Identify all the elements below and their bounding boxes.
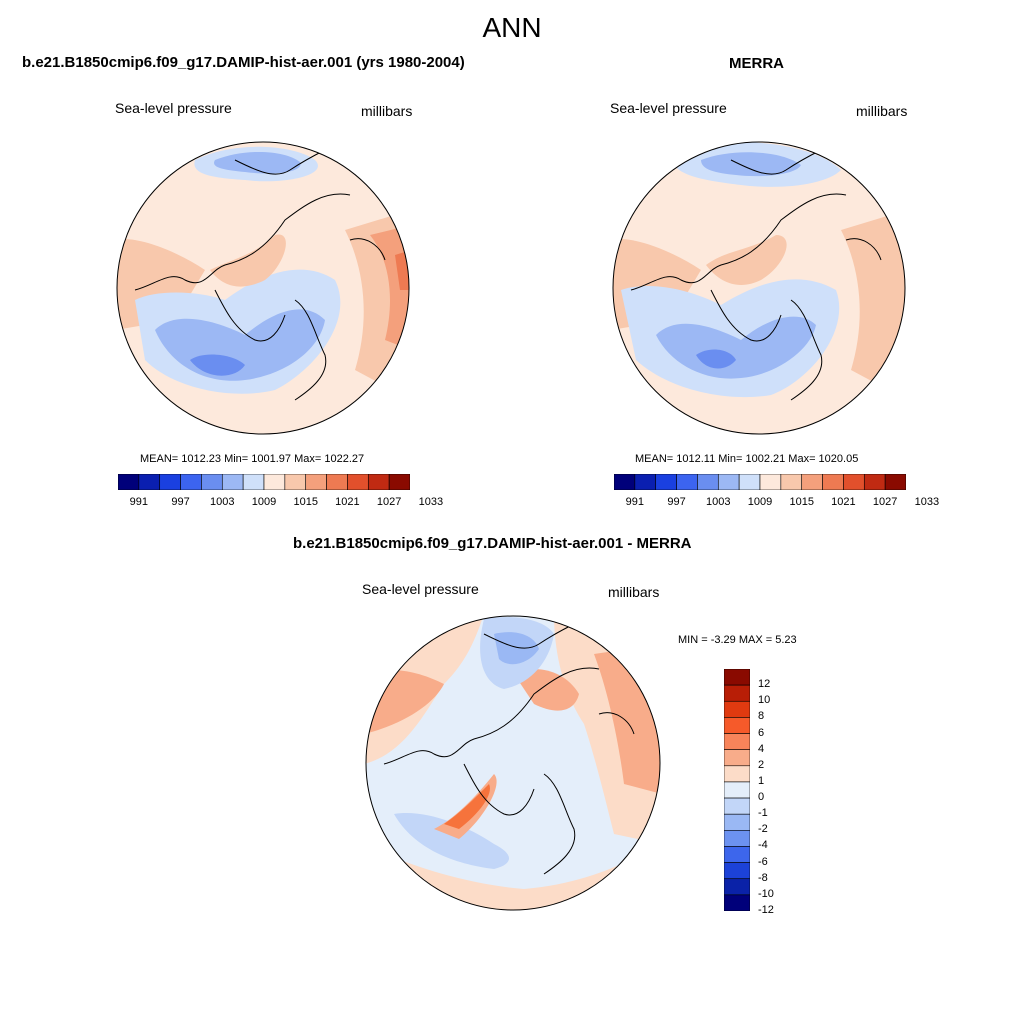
colorbar-swatch	[284, 474, 307, 490]
colorbar-tick-label: 1033	[914, 496, 940, 508]
colorbar-swatch	[717, 474, 740, 490]
colorbar-swatch	[724, 894, 750, 911]
colorbar-tick-label: 1021	[831, 496, 856, 508]
colorbar-tick-label: 1009	[251, 496, 277, 508]
colorbar-swatch	[822, 474, 844, 490]
colorbar-swatch	[388, 474, 410, 490]
colorbar-tick-label: 1009	[747, 496, 773, 508]
panel3-units-label: millibars	[608, 584, 660, 600]
colorbar-swatch	[138, 474, 161, 490]
colorbar-swatch	[326, 474, 348, 490]
colorbar-tick-label: 1027	[376, 496, 402, 508]
panel2-stats: MEAN= 1012.11 Min= 1002.21 Max= 1020.05	[635, 453, 859, 465]
colorbar-swatch	[634, 474, 657, 490]
colorbar-swatch	[843, 474, 865, 490]
colorbar-tick-label: 1021	[335, 496, 360, 508]
colorbar-swatch	[724, 669, 750, 686]
colorbar-tick-label: 1	[758, 774, 765, 787]
panel2-map	[612, 141, 906, 435]
panel2-units-label: millibars	[856, 103, 908, 119]
colorbar-tick-label: 8	[758, 710, 765, 723]
colorbar-tick-label: -4	[758, 839, 768, 852]
colorbar-swatch	[697, 474, 719, 490]
colorbar-swatch	[180, 474, 202, 490]
figure-title: ANN	[482, 12, 542, 43]
panel3-stats: MIN = -3.29 MAX = 5.23	[678, 634, 797, 646]
colorbar-tick-label: 2	[758, 758, 765, 771]
colorbar-tick-label: 1003	[706, 496, 731, 508]
colorbar-swatch	[724, 700, 750, 718]
colorbar-tick-label: 4	[758, 742, 765, 755]
colorbar-tick-label: -6	[758, 855, 768, 868]
colorbar-tick-label: -8	[758, 871, 768, 884]
colorbar-tick-label: 991	[129, 496, 149, 508]
colorbar-tick-label: 1015	[293, 496, 318, 508]
colorbar-swatch	[863, 474, 886, 490]
colorbar-swatch	[263, 474, 286, 490]
colorbar-swatch	[159, 474, 181, 490]
colorbar-swatch	[724, 765, 750, 783]
colorbar-tick-label: -10	[758, 887, 774, 900]
colorbar-swatch	[614, 474, 636, 490]
panel2-title: MERRA	[729, 55, 784, 72]
colorbar-swatch	[201, 474, 223, 490]
colorbar-swatch	[724, 684, 750, 702]
panel1-map	[116, 141, 410, 435]
colorbar-swatch	[724, 733, 750, 750]
colorbar-swatch	[655, 474, 677, 490]
panel3-map	[365, 615, 661, 911]
panel1-stats: MEAN= 1012.23 Min= 1001.97 Max= 1022.27	[140, 453, 365, 465]
colorbar-tick-label: -1	[758, 807, 768, 820]
colorbar-tick-label: 997	[667, 496, 686, 508]
panel2-variable-label: Sea-level pressure	[610, 100, 727, 116]
colorbar-tick-label: 1015	[789, 496, 814, 508]
colorbar-tick-label: 6	[758, 726, 765, 739]
colorbar-tick-label: 10	[758, 694, 771, 707]
colorbar-swatch	[759, 474, 782, 490]
colorbar-swatch	[221, 474, 244, 490]
colorbar-tick-label: -2	[758, 823, 768, 836]
colorbar-tick-label: 997	[171, 496, 190, 508]
colorbar-tick-label: -12	[758, 904, 774, 916]
colorbar-swatch	[724, 846, 750, 863]
panel1-colorbar	[118, 474, 410, 490]
panel3-variable-label: Sea-level pressure	[362, 581, 479, 597]
colorbar-swatch	[724, 749, 750, 767]
panel1-variable-label: Sea-level pressure	[115, 100, 232, 116]
colorbar-swatch	[242, 474, 265, 490]
colorbar-swatch	[367, 474, 390, 490]
colorbar-swatch	[724, 862, 750, 880]
colorbar-swatch	[780, 474, 803, 490]
colorbar-swatch	[118, 474, 140, 490]
colorbar-swatch	[347, 474, 369, 490]
colorbar-swatch	[724, 830, 750, 847]
colorbar-swatch	[724, 878, 750, 896]
colorbar-swatch	[738, 474, 761, 490]
panel1-title: b.e21.B1850cmip6.f09_g17.DAMIP-hist-aer.…	[22, 54, 465, 71]
colorbar-swatch	[724, 813, 750, 831]
colorbar-swatch	[724, 797, 750, 815]
colorbar-tick-label: 1027	[872, 496, 898, 508]
panel2-colorbar	[614, 474, 906, 490]
panel3-colorbar	[724, 669, 750, 911]
panel3-title: b.e21.B1850cmip6.f09_g17.DAMIP-hist-aer.…	[293, 535, 692, 552]
colorbar-swatch	[801, 474, 823, 490]
colorbar-swatch	[724, 781, 750, 799]
colorbar-tick-label: 0	[758, 791, 765, 804]
colorbar-swatch	[724, 717, 750, 734]
colorbar-swatch	[676, 474, 698, 490]
panel1-units-label: millibars	[361, 103, 413, 119]
colorbar-tick-label: 12	[758, 678, 771, 691]
colorbar-swatch	[884, 474, 906, 490]
colorbar-tick-label: 1003	[210, 496, 235, 508]
colorbar-tick-label: 1033	[418, 496, 444, 508]
colorbar-tick-label: 991	[625, 496, 645, 508]
colorbar-swatch	[305, 474, 327, 490]
